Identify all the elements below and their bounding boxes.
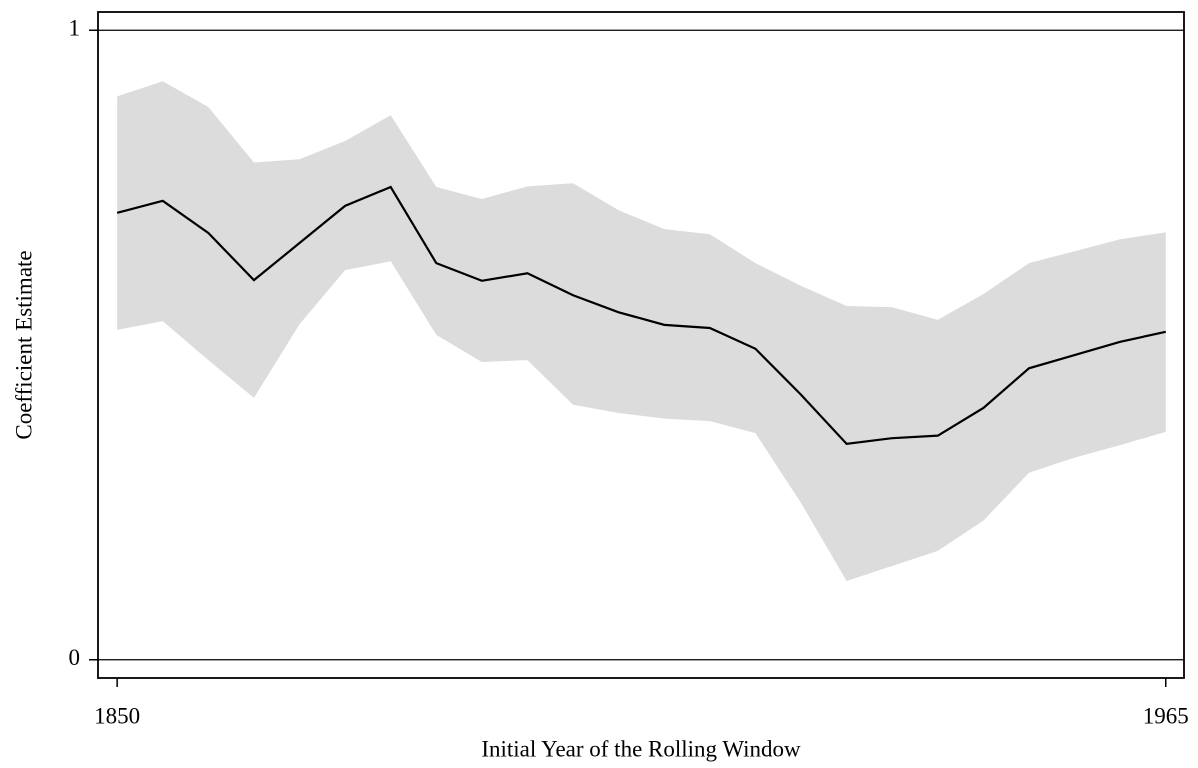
confidence-band [117,81,1166,582]
y-tick-label: 1 [69,16,81,41]
y-axis-title: Coefficient Estimate [11,250,36,439]
line [116,185,1167,445]
y-tick-label: 0 [69,645,81,670]
x-tick-label: 1965 [1143,703,1189,728]
x-axis-title: Initial Year of the Rolling Window [481,736,801,761]
plot-frame [97,11,1185,679]
x-tick-label: 1850 [94,703,140,728]
